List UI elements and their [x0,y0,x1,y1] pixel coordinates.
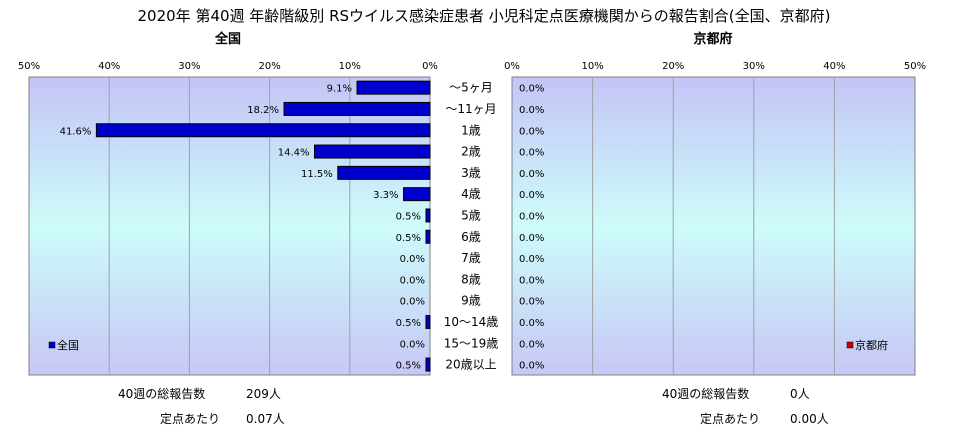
national-data-label: 0.0% [400,297,425,308]
kyoto-tick-label: 20% [662,61,684,72]
national-per-value: 0.07人 [246,412,285,426]
national-total-label: 40週の総報告数 [118,387,206,401]
national-data-label: 0.0% [400,339,425,350]
kyoto-data-label: 0.0% [519,318,544,329]
page-title: 2020年 第40週 年齢階級別 RSウイルス感染症患者 小児科定点医療機関から… [137,7,831,25]
national-data-label: 0.5% [396,233,421,244]
kyoto-data-label: 0.0% [519,84,544,95]
national-bar [337,165,431,180]
national-plot-area [28,76,431,376]
national-data-label: 0.0% [400,275,425,286]
age-category-label: 20歳以上 [445,358,496,372]
kyoto-tick-label: 10% [581,61,603,72]
national-data-label: 0.5% [396,318,421,329]
kyoto-data-label: 0.0% [519,254,544,265]
national-tick-label: 0% [422,61,438,72]
national-per-label: 定点あたり [160,412,221,426]
kyoto-tick-label: 0% [504,61,520,72]
age-category-label: 2歳 [461,145,481,159]
national-bar [356,80,431,95]
age-category-label: 1歳 [461,123,481,137]
national-tick-label: 40% [98,61,120,72]
kyoto-data-label: 0.0% [519,361,544,372]
kyoto-chart: 0% 10% 20% 30% 40% 50% 京都府 0.0% 0.0% 0.0% 0.0% 0.0%… [504,31,926,376]
age-category-label: 15～19歳 [444,336,499,350]
national-tick-label: 20% [258,61,280,72]
age-category-label: ～11ヶ月 [445,102,496,116]
national-bar [425,357,431,372]
national-tick-label: 10% [339,61,361,72]
kyoto-total-value: 0人 [790,387,810,401]
national-bar [425,229,431,244]
kyoto-plot-area [511,76,916,376]
national-tick-label: 50% [18,61,40,72]
kyoto-data-label: 0.0% [519,105,544,116]
national-data-label: 0.0% [400,254,425,265]
age-category-label: 10～14歳 [444,315,499,329]
kyoto-data-label: 0.0% [519,148,544,159]
national-data-label: 18.2% [247,105,279,116]
national-bar [403,187,431,202]
kyoto-data-label: 0.0% [519,275,544,286]
national-bar [314,144,431,159]
national-data-label: 3.3% [373,190,398,201]
age-category-label: 4歳 [461,187,481,201]
national-bar [283,101,431,116]
kyoto-tick-label: 30% [743,61,765,72]
national-legend-label: 全国 [57,338,79,352]
national-data-label: 11.5% [301,169,333,180]
national-data-label: 14.4% [278,148,310,159]
kyoto-legend-swatch [846,341,854,349]
age-category-label: ～5ヶ月 [449,81,493,95]
kyoto-per-value: 0.00人 [790,412,829,426]
national-total-value: 209人 [246,387,281,401]
national-data-label: 0.5% [396,211,421,222]
age-category-labels: ～5ヶ月 ～11ヶ月 1歳 2歳 3歳 4歳 5歳 6歳 7歳 8歳 9歳 10～14歳 15～19歳 2… [444,81,499,372]
age-category-label: 6歳 [461,230,481,244]
kyoto-total-label: 40週の総報告数 [662,387,750,401]
national-data-label: 9.1% [327,84,352,95]
national-bar [95,123,431,138]
kyoto-data-label: 0.0% [519,233,544,244]
national-legend-swatch [48,341,56,349]
age-category-label: 8歳 [461,272,481,286]
national-data-label: 41.6% [60,126,92,137]
kyoto-panel-title: 京都府 [693,31,732,47]
kyoto-data-label: 0.0% [519,339,544,350]
national-tick-label: 30% [178,61,200,72]
age-category-label: 9歳 [461,294,481,308]
kyoto-tick-label: 40% [823,61,845,72]
age-category-label: 7歳 [461,251,481,265]
kyoto-legend-label: 京都府 [855,338,888,352]
national-panel-title: 全国 [214,31,241,47]
age-category-label: 3歳 [461,166,481,180]
kyoto-tick-label: 50% [904,61,926,72]
kyoto-data-label: 0.0% [519,297,544,308]
kyoto-data-label: 0.0% [519,169,544,180]
kyoto-data-label: 0.0% [519,211,544,222]
kyoto-data-label: 0.0% [519,126,544,137]
national-bar [425,314,431,329]
kyoto-data-label: 0.0% [519,190,544,201]
national-bar [425,208,431,223]
age-category-label: 5歳 [461,208,481,222]
national-chart: 0% 10% 20% 30% 40% 50% 全国 9.1% 18.2% 41.6% 14.4% 11… [18,31,438,376]
national-data-label: 0.5% [396,361,421,372]
kyoto-per-label: 定点あたり [700,412,761,426]
